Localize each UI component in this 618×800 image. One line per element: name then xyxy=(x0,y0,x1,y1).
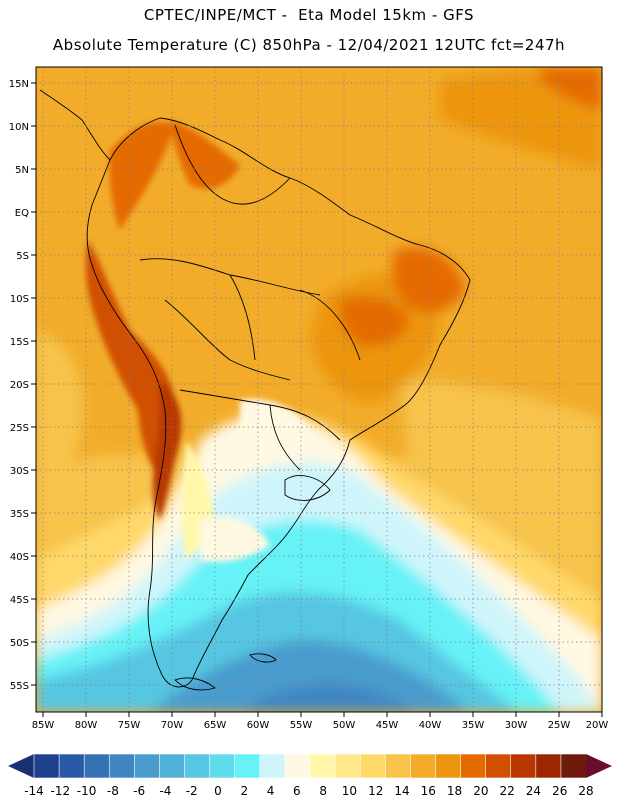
chart-title-line2: Absolute Temperature (C) 850hPa - 12/04/… xyxy=(52,36,566,54)
colorbar-label: -10 xyxy=(77,784,97,798)
lon-label: 50W xyxy=(333,720,356,731)
colorbar-label: 6 xyxy=(293,784,301,798)
lon-label: 55W xyxy=(290,720,313,731)
colorbar-swatch xyxy=(234,753,261,779)
colorbar-label: 24 xyxy=(526,784,541,798)
colorbar-label: -12 xyxy=(50,784,70,798)
lat-tick-marks xyxy=(31,82,36,686)
colorbar-swatch xyxy=(384,753,411,779)
colorbar-swatch xyxy=(284,753,311,779)
lat-label: 10N xyxy=(9,122,29,133)
colorbar-swatch xyxy=(560,753,587,779)
colorbar-swatch xyxy=(535,753,562,779)
colorbar-swatch xyxy=(184,753,211,779)
lon-label: 70W xyxy=(161,720,184,731)
colorbar-swatch xyxy=(359,753,386,779)
colorbar-label: 4 xyxy=(267,784,275,798)
colorbar-label: 14 xyxy=(394,784,409,798)
lon-label: 30W xyxy=(505,720,528,731)
lon-tick-marks xyxy=(42,712,603,717)
colorbar-swatch xyxy=(108,753,135,779)
colorbar-swatch xyxy=(410,753,437,779)
colorbar-label: 22 xyxy=(499,784,514,798)
colorbar-label: 12 xyxy=(368,784,383,798)
colorbar-swatch xyxy=(134,753,161,779)
colorbar-swatch xyxy=(209,753,236,779)
colorbar-label: 28 xyxy=(578,784,593,798)
lon-label: 40W xyxy=(419,720,442,731)
colorbar-swatch xyxy=(460,753,487,779)
map-frame xyxy=(35,66,603,713)
lon-label: 60W xyxy=(247,720,270,731)
chart-title-line1: CPTEC/INPE/MCT - Eta Model 15km - GFS xyxy=(143,6,475,24)
lat-label: 10S xyxy=(10,294,29,305)
colorbar-label: 16 xyxy=(421,784,436,798)
lat-label: 15S xyxy=(10,337,29,348)
colorbar-label: -4 xyxy=(159,784,171,798)
colorbar-swatch xyxy=(510,753,537,779)
colorbar-swatch xyxy=(58,753,85,779)
lon-label: 25W xyxy=(548,720,571,731)
temperature-field xyxy=(36,67,602,712)
colorbar-label: -8 xyxy=(107,784,119,798)
colorbar-label: -14 xyxy=(24,784,44,798)
lat-label: 50S xyxy=(10,638,29,649)
colorbar-swatch xyxy=(485,753,512,779)
lat-label: 45S xyxy=(10,595,29,606)
colorbar-label: -2 xyxy=(186,784,198,798)
colorbar-swatch xyxy=(435,753,462,779)
lat-label: EQ xyxy=(15,208,29,219)
lat-label: 5S xyxy=(16,251,29,262)
colorbar-swatch xyxy=(309,753,336,779)
lon-label: 65W xyxy=(204,720,227,731)
colorbar: -14 -12 -10 -8 -6 -4 -2 0 2 4 6 8 10 12 14 16 18 20 22 24 26… xyxy=(8,753,612,798)
colorbar-label: -6 xyxy=(133,784,145,798)
colorbar-label: 10 xyxy=(342,784,357,798)
lon-label: 20W xyxy=(586,720,609,731)
lat-label: 55S xyxy=(10,681,29,692)
lat-label: 5N xyxy=(15,165,29,176)
colorbar-low-arrow xyxy=(8,754,34,778)
lat-label: 25S xyxy=(10,423,29,434)
colorbar-label: 8 xyxy=(319,784,327,798)
colorbar-high-arrow xyxy=(586,754,612,778)
colorbar-label: 2 xyxy=(240,784,248,798)
lat-label: 40S xyxy=(10,552,29,563)
lat-label: 20S xyxy=(10,380,29,391)
colorbar-swatch xyxy=(159,753,186,779)
lon-label: 45W xyxy=(376,720,399,731)
lat-label: 30S xyxy=(10,466,29,477)
colorbar-swatch xyxy=(33,753,60,779)
colorbar-swatch xyxy=(83,753,110,779)
coastlines xyxy=(39,89,471,691)
lon-label: 35W xyxy=(462,720,485,731)
lon-label: 80W xyxy=(75,720,98,731)
lat-label: 15N xyxy=(9,79,29,90)
colorbar-label: 20 xyxy=(473,784,488,798)
colorbar-swatch xyxy=(259,753,286,779)
lon-label: 75W xyxy=(118,720,141,731)
lon-label: 85W xyxy=(32,720,55,731)
colorbar-label: 26 xyxy=(552,784,567,798)
colorbar-label: 0 xyxy=(214,784,222,798)
lat-label: 35S xyxy=(10,509,29,520)
colorbar-swatch xyxy=(334,753,361,779)
colorbar-label: 18 xyxy=(447,784,462,798)
